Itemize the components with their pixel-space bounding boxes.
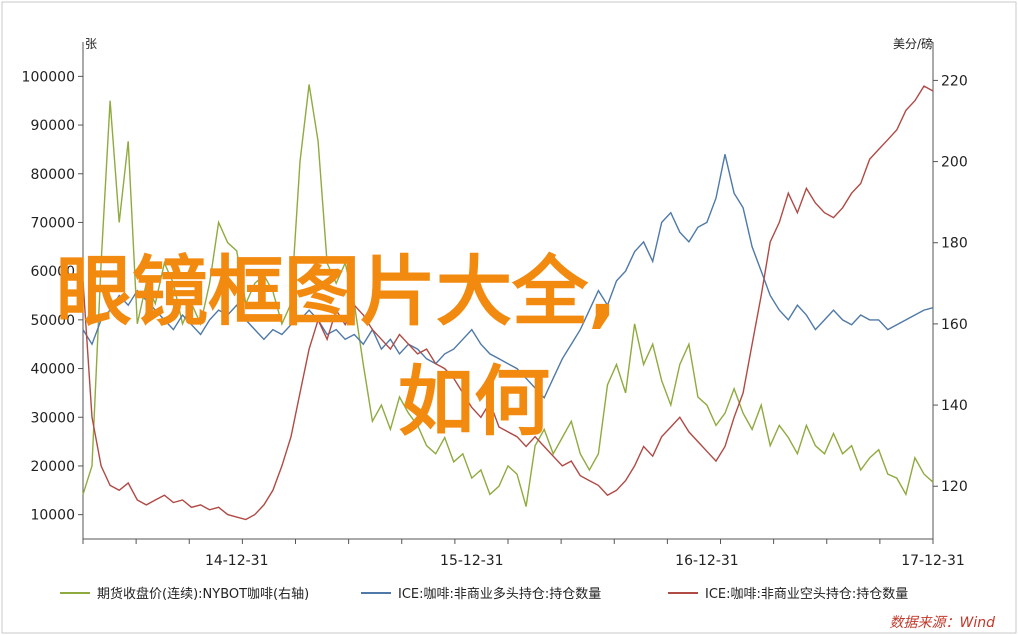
overlay-headline-line2: 如何 [398,357,550,446]
left-axis-ticks: 10000 20000 30000 40000 50000 60000 70000 80000… [22,69,83,524]
x-tick-label: 15-12-31 [440,553,504,569]
x-tick-label: 16-12-31 [675,553,739,569]
right-tick-label: 180 [941,236,968,252]
overlay-headline-line1: 眼镜框图片大全, [56,247,617,336]
series-line-3 [82,85,934,521]
left-tick-label: 20000 [30,459,75,475]
legend-label: 期货收盘价(连续):NYBOT咖啡(右轴) [97,586,309,602]
left-tick-label: 50000 [30,313,75,329]
right-tick-label: 140 [941,398,968,414]
left-tick-label: 60000 [30,264,75,280]
right-tick-label: 200 [941,155,968,171]
left-tick-label: 70000 [30,215,75,231]
series-lines [82,84,934,521]
legend-label: ICE:咖啡:非商业空头持仓:持仓数量 [705,587,908,602]
left-tick-label: 100000 [22,69,75,85]
left-axis-unit: 张 [85,37,97,51]
left-tick-label: 40000 [30,362,75,378]
left-tick-label: 80000 [30,167,75,183]
source-label: 数据来源：Wind [890,615,996,631]
series-line-2 [82,154,934,400]
x-axis-ticks: 14-12-31 15-12-31 16-12-31 17-12-31 [82,539,965,569]
right-tick-label: 220 [941,73,968,89]
legend: 期货收盘价(连续):NYBOT咖啡(右轴) ICE:咖啡:非商业多头持仓:持仓数量… [60,586,908,602]
x-tick-label: 17-12-31 [901,553,965,569]
right-tick-label: 160 [941,317,968,333]
legend-label: ICE:咖啡:非商业多头持仓:持仓数量 [398,586,601,602]
right-axis-ticks: 120 140 160 180 200 220 [933,73,968,495]
right-tick-label: 120 [941,479,968,495]
left-tick-label: 10000 [30,508,75,524]
left-tick-label: 30000 [30,410,75,426]
right-axis-unit: 美分/磅 [893,36,933,51]
left-tick-label: 90000 [30,118,75,134]
series-line-1 [82,84,934,507]
x-tick-label: 14-12-31 [205,553,269,569]
